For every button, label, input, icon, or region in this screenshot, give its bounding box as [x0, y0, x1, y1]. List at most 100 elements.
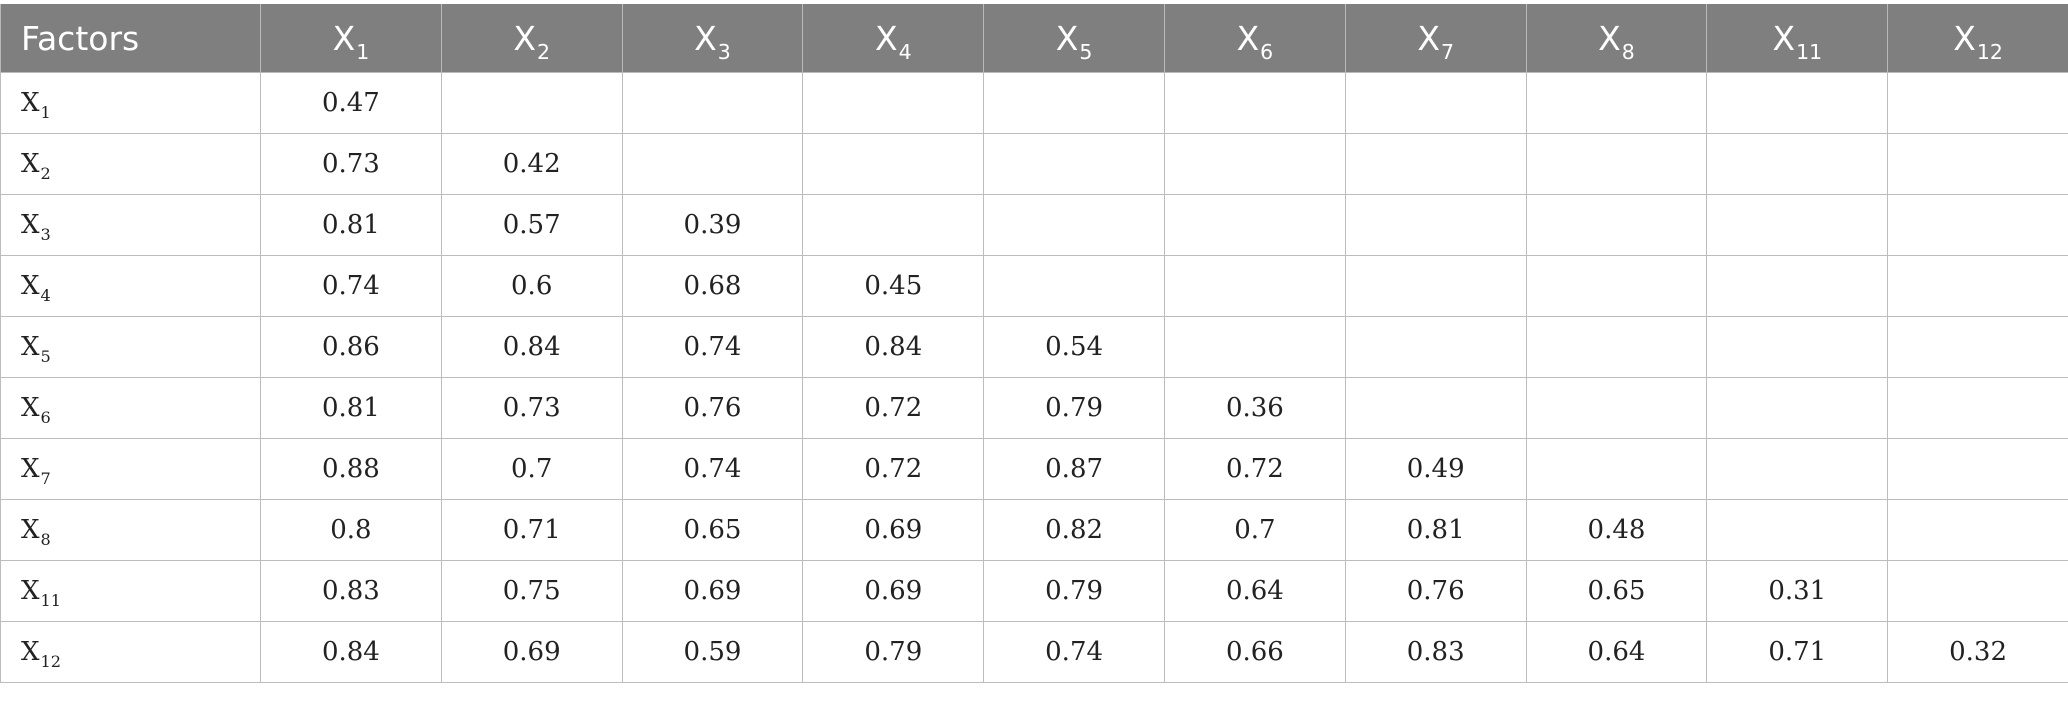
table-cell: 0.65: [1525, 560, 1708, 622]
row-label-subscript: 3: [40, 225, 51, 245]
row-label-symbol: X: [21, 637, 40, 667]
row-label-x7: X7: [0, 438, 261, 500]
table-cell: [1887, 438, 2068, 500]
column-header-x11: X11: [1706, 4, 1889, 73]
table-cell: 0.84: [802, 316, 985, 378]
table-cell: [1887, 377, 2068, 439]
table-cell: 0.88: [260, 438, 442, 500]
column-header-symbol: X: [513, 18, 536, 58]
table-cell: [1887, 255, 2068, 317]
table-cell: [802, 72, 985, 134]
table-cell: 0.79: [983, 377, 1165, 439]
table-cell: [1706, 438, 1889, 500]
row-label-subscript: 8: [40, 530, 51, 550]
column-header-x7: X7: [1345, 4, 1527, 73]
table-cell: 0.45: [802, 255, 985, 317]
table-cell: [1887, 316, 2068, 378]
column-header-subscript: 2: [536, 39, 550, 64]
table-row: X7 0.88 0.7 0.74 0.72 0.87 0.72 0.49: [0, 438, 2068, 500]
column-header-x1: X1: [260, 4, 442, 73]
column-header-x3: X3: [622, 4, 804, 73]
row-label-symbol: X: [21, 393, 40, 423]
row-label-symbol: X: [21, 454, 40, 484]
row-label-subscript: 5: [40, 347, 51, 367]
row-label-subscript: 4: [40, 286, 51, 306]
table-cell: [1344, 255, 1527, 317]
row-label-symbol: X: [21, 210, 40, 240]
table-row: X8 0.8 0.71 0.65 0.69 0.82 0.7 0.81 0.48: [0, 499, 2068, 561]
row-label-symbol: X: [21, 332, 40, 362]
table-cell: 0.72: [802, 377, 985, 439]
table-cell: 0.71: [440, 499, 623, 561]
table-cell: 0.68: [621, 255, 804, 317]
row-label-x2: X2: [0, 133, 261, 195]
column-header-symbol: X: [1055, 18, 1079, 58]
column-header-subscript: 1: [356, 39, 370, 64]
column-header-subscript: 5: [1079, 39, 1093, 64]
column-header-symbol: X: [1417, 18, 1440, 58]
table-cell: [1887, 499, 2068, 561]
table-cell: 0.7: [440, 438, 623, 500]
table-cell: [1706, 133, 1889, 195]
table-cell: 0.66: [1163, 621, 1346, 683]
correlation-table-container: Factors X1 X2 X3 X4 X5 X6 X7 X8 X11 X12 X1 0.47 X2 0…: [0, 4, 2068, 683]
table-cell: 0.74: [621, 438, 804, 500]
table-cell: 0.57: [440, 194, 623, 256]
table-cell: [1887, 133, 2068, 195]
table-cell: [1706, 255, 1889, 317]
table-body: X1 0.47 X2 0.73 0.42 X3 0.81 0.57 0.39 X4 0.74 0.6 0…: [0, 72, 2068, 683]
table-cell: [1163, 194, 1346, 256]
column-header-subscript: 12: [1976, 39, 2003, 64]
table-cell: 0.76: [621, 377, 804, 439]
table-cell: 0.84: [260, 621, 442, 683]
row-label-subscript: 1: [40, 103, 51, 123]
table-cell: 0.81: [260, 194, 442, 256]
table-row: X1 0.47: [0, 72, 2068, 134]
table-cell: 0.73: [440, 377, 623, 439]
table-cell: 0.69: [440, 621, 623, 683]
column-header-x2: X2: [441, 4, 623, 73]
column-header-symbol: X: [1236, 18, 1260, 58]
table-cell: 0.86: [260, 316, 442, 378]
table-row: X5 0.86 0.84 0.74 0.84 0.54: [0, 316, 2068, 378]
row-label-x4: X4: [0, 255, 261, 317]
table-cell: 0.74: [260, 255, 442, 317]
row-label-x1: X1: [0, 72, 261, 134]
table-cell: 0.69: [802, 560, 985, 622]
table-cell: [1706, 316, 1889, 378]
column-header-x12: X12: [1887, 4, 2068, 73]
table-cell: 0.6: [440, 255, 623, 317]
table-cell: 0.64: [1163, 560, 1346, 622]
column-header-subscript: 11: [1796, 39, 1823, 64]
table-cell: 0.81: [1344, 499, 1527, 561]
table-cell: 0.87: [983, 438, 1165, 500]
table-cell: [983, 194, 1165, 256]
table-cell: 0.74: [983, 621, 1165, 683]
table-cell: [440, 72, 623, 134]
table-cell: [1706, 72, 1889, 134]
column-header-subscript: 6: [1260, 39, 1274, 64]
column-header-subscript: 4: [898, 39, 912, 64]
column-header-subscript: 3: [717, 39, 731, 64]
table-cell: [1887, 72, 2068, 134]
row-label-subscript: 7: [40, 469, 51, 489]
table-cell: [621, 72, 804, 134]
table-cell: 0.47: [260, 72, 442, 134]
column-header-x6: X6: [1164, 4, 1346, 73]
table-cell: [1887, 560, 2068, 622]
table-cell: 0.42: [440, 133, 623, 195]
table-cell: 0.72: [802, 438, 985, 500]
table-cell: [1706, 194, 1889, 256]
table-cell: 0.49: [1344, 438, 1527, 500]
row-label-subscript: 2: [40, 164, 51, 184]
column-header-symbol: X: [874, 18, 898, 58]
column-header-x8: X8: [1526, 4, 1708, 73]
table-cell: 0.71: [1706, 621, 1889, 683]
table-cell: 0.74: [621, 316, 804, 378]
table-cell: [802, 194, 985, 256]
header-row: Factors X1 X2 X3 X4 X5 X6 X7 X8 X11 X12: [0, 4, 2068, 73]
column-header-symbol: X: [1772, 18, 1796, 58]
table-cell: 0.84: [440, 316, 623, 378]
table-cell: [1344, 194, 1527, 256]
row-label-x5: X5: [0, 316, 261, 378]
